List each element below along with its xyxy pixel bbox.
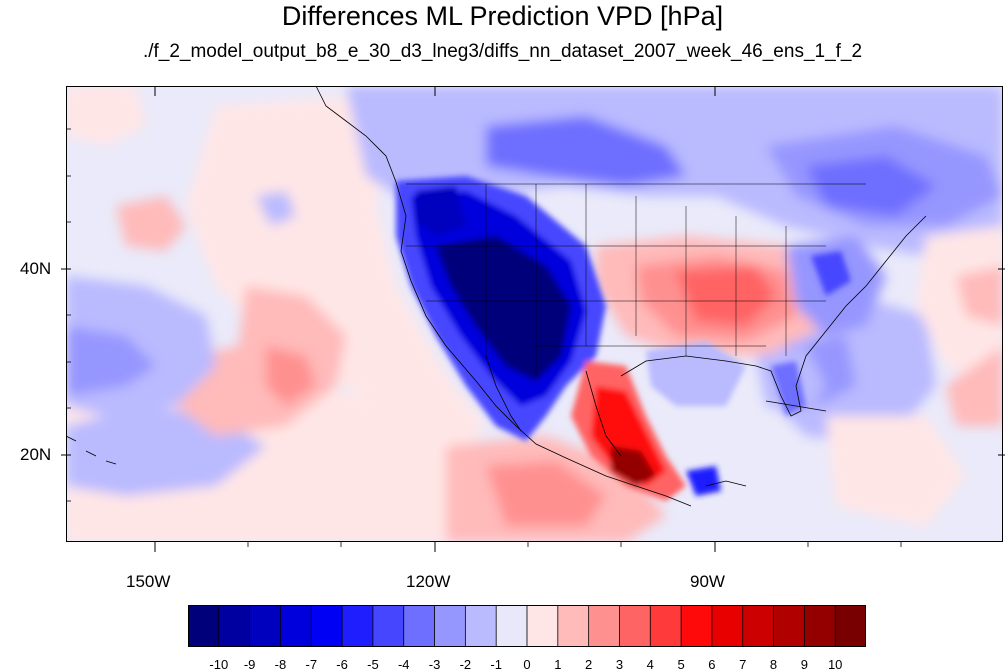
colorbar-tick-label: -5 [367,657,379,672]
colorbar-swatch [464,605,497,647]
lat-tick-label: 20N [20,445,52,464]
colorbar-tick-label: 7 [739,657,747,672]
colorbar-tick-label: -2 [459,657,472,672]
colorbar-tick-label: 5 [677,657,685,672]
south-atlantic-positive [946,346,1003,426]
northwest-pacific-pink [66,86,146,146]
lat-tick-label: 40N [20,259,52,278]
colorbar-tick-label: 2 [585,657,593,672]
canada-east-negative-core [806,156,936,216]
colorbar-swatch [680,605,713,647]
colorbar-tick-label: 9 [800,657,808,672]
eastern-pacific-positive-core [486,461,606,526]
colorbar-swatch [803,605,836,647]
florida-negative [771,361,806,416]
colorbar-tick-label: 4 [646,657,654,672]
state-borders [406,183,866,376]
northwest-us-negative-core [416,186,466,236]
colorbar [188,605,866,647]
colorbar-tick-label: -6 [336,657,348,672]
west-pacific-negative-core [66,326,156,396]
map-plot-area [66,86,1003,542]
colorbar-tick-label: 1 [554,657,562,672]
colorbar-tick-label: 6 [708,657,716,672]
colorbar-swatch [403,605,436,647]
central-america-negative [686,466,721,496]
colorbar-swatch [249,605,282,647]
colorbar-tick-label: -10 [209,657,229,672]
colorbar-swatch [218,605,251,647]
central-us-positive-core [676,266,776,326]
colorbar-tick-label: 10 [827,657,843,672]
caribbean-pink [826,416,966,526]
colorbar-swatch [649,605,682,647]
colorbar-swatch [557,605,590,647]
colorbar-swatch [280,605,312,647]
colorbar-tick-label: -3 [428,657,441,672]
lon-tick-label: 150W [126,572,171,591]
colorbar-swatch [495,605,528,647]
coastlines [66,86,927,507]
colorbar-tick-label: -1 [490,657,502,672]
map-title: Differences ML Prediction VPD [hPa] [281,1,724,31]
colorbar-swatch [188,605,220,647]
colorbar-tick-label: -8 [274,657,287,672]
northwest-pacific-positive [116,196,186,251]
colorbar-swatch [341,605,374,647]
colorbar-swatch [310,605,343,647]
colorbar-swatch [526,605,559,647]
atlantic-positive [916,226,1003,386]
map-subtitle: ./f_2_model_output_b8_e_30_d3_lneg3/diff… [142,41,863,62]
colorbar-swatch [773,605,806,647]
gulf-negative [646,341,746,406]
mid-pacific-positive-core [266,346,316,406]
colorbar-tick-label: 3 [615,657,624,672]
colorbar-tick-label: -4 [397,657,410,672]
lon-tick-label: 90W [690,572,725,591]
colorbar-border [188,605,866,647]
mid-pacific-positive [236,286,346,416]
vpd-difference-field [66,86,1003,542]
colorbar-swatch [711,605,744,647]
colorbar-swatch [619,605,651,647]
western-us-negative-core [436,236,571,381]
mexico-positive-mid [591,386,666,486]
northeast-negative-core [811,251,851,296]
atlantic-positive-core [956,266,1003,326]
colorbar-tick-label: 8 [769,657,778,672]
colorbar-tick-label: 0 [523,657,531,672]
colorbar-swatch [742,605,775,647]
colorbar-swatch [834,605,866,647]
northwest-pacific-negative [256,191,296,226]
colorbar-tick-label: -7 [305,657,318,672]
mexico-positive-core [611,446,656,486]
lon-tick-label: 120W [406,572,451,591]
pacific-positive-band [186,96,486,446]
colorbar-swatch [588,605,621,647]
colorbar-swatch [434,605,467,647]
canada-negative-core [486,116,686,186]
colorbar-tick-label: -9 [243,657,256,672]
colorbar-swatch [372,605,405,647]
